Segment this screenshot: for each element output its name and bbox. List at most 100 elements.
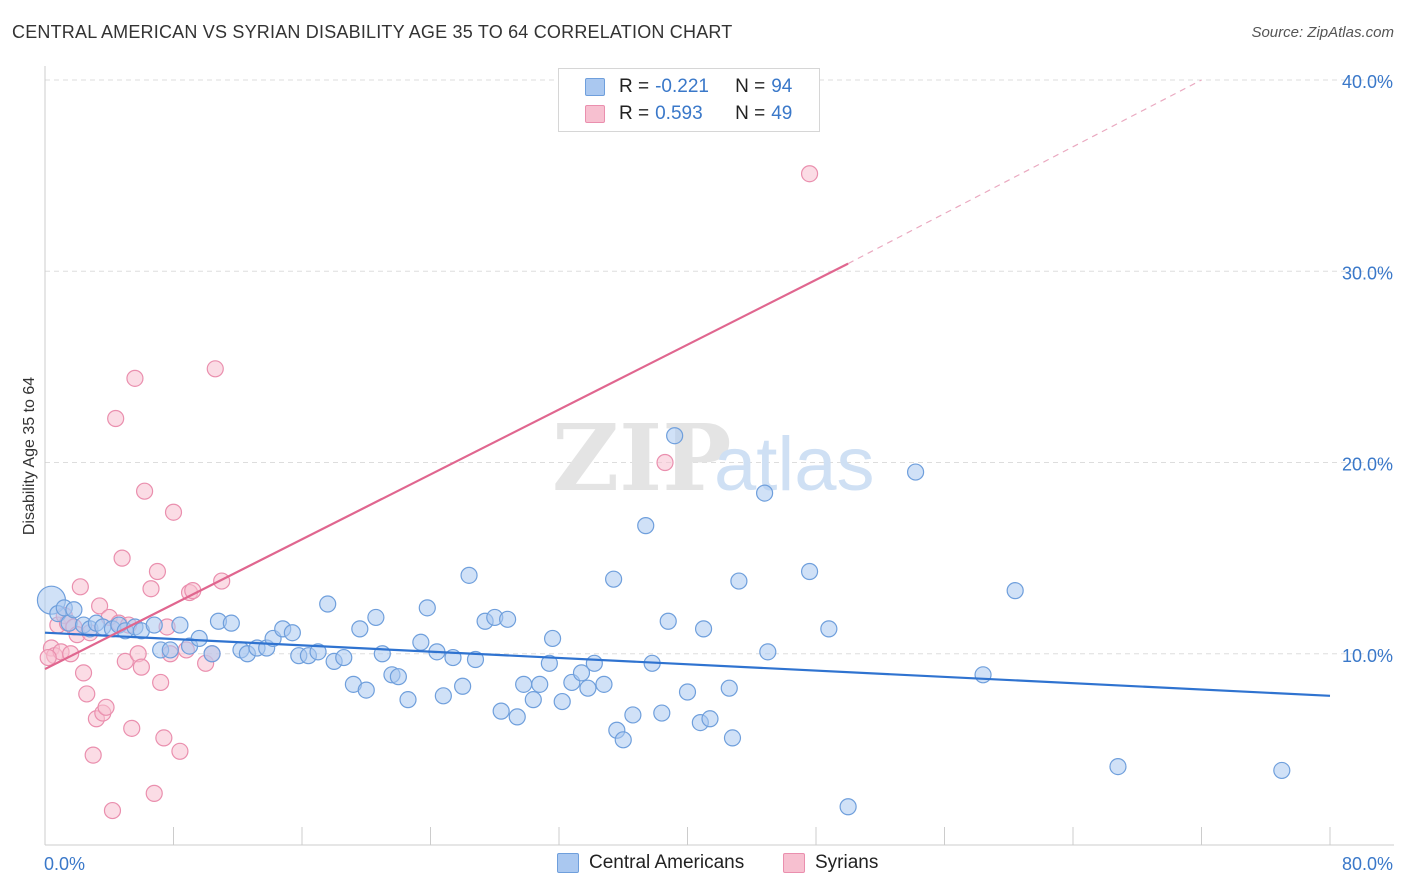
central-american-point — [723, 729, 742, 747]
central-american-point — [412, 633, 430, 651]
central-american-point — [389, 668, 407, 686]
legend-r-label: R = — [619, 103, 650, 124]
syrian-point — [91, 597, 109, 615]
central-american-point — [759, 643, 777, 661]
central-american-point — [367, 608, 385, 627]
central-american-point — [543, 629, 562, 648]
legend-r-label: R = — [619, 76, 650, 97]
syrian-point — [126, 369, 144, 387]
central-american-point — [508, 708, 526, 726]
syrian-point — [656, 453, 674, 472]
syrian-point — [148, 562, 167, 581]
y-axis-title: Disability Age 35 to 64 — [21, 377, 38, 535]
central-american-point — [694, 620, 713, 638]
syrian-point — [103, 801, 122, 820]
central-american-point — [701, 710, 719, 728]
series-swatch-pink — [783, 853, 805, 873]
series-legend: Central Americans Syrians — [0, 852, 1406, 878]
syrian-point — [135, 482, 154, 500]
central-american-point — [515, 675, 533, 693]
syrian-point — [116, 652, 134, 671]
series-swatch-blue — [557, 853, 579, 873]
central-american-point — [653, 704, 671, 722]
legend-swatch-blue — [585, 78, 605, 96]
x-tick-label: 80.0% — [1342, 854, 1393, 874]
syrian-point — [155, 729, 173, 747]
central-american-point — [460, 566, 478, 584]
central-american-point — [357, 681, 375, 699]
central-american-point — [666, 427, 684, 445]
syrians-trendline — [44, 262, 849, 671]
x-tick-labels: 0.0% 80.0% — [44, 854, 1393, 874]
legend-row-syrians: R = 0.593 N = 49 — [585, 100, 792, 128]
legend-n-value: 49 — [771, 103, 793, 124]
central-american-point — [800, 562, 819, 581]
syrians-trendline-extension — [847, 79, 1202, 265]
legend-row-central-americans: R = -0.221 N = 94 — [585, 73, 792, 101]
central-american-point — [222, 614, 240, 632]
series-legend-central-americans[interactable]: Central Americans — [557, 852, 744, 874]
central-american-point — [624, 706, 642, 724]
legend-n-label: N = — [735, 76, 766, 97]
central-american-point — [524, 691, 542, 709]
central-american-point — [585, 654, 603, 672]
central-american-point — [145, 616, 163, 634]
syrian-point — [39, 648, 57, 667]
syrian-point — [71, 578, 89, 596]
central-american-point — [906, 463, 925, 481]
series-legend-label: Syrians — [815, 852, 879, 873]
central-american-point — [466, 650, 485, 669]
central-american-point — [1273, 761, 1291, 780]
source-label: Source: ZipAtlas.com — [1251, 24, 1394, 41]
central-american-point — [351, 620, 369, 638]
central-americans-trendline — [44, 631, 1331, 697]
central-american-point — [1109, 757, 1127, 776]
syrian-point — [164, 503, 183, 521]
central-american-point — [531, 675, 549, 693]
series-legend-label: Central Americans — [589, 852, 745, 873]
syrian-point — [206, 360, 224, 378]
central-american-point — [399, 691, 417, 709]
chart-title: CENTRAL AMERICAN VS SYRIAN DISABILITY AG… — [12, 22, 733, 42]
central-american-point — [203, 645, 221, 663]
y-tick-label: 20.0% — [1342, 455, 1393, 475]
syrian-point — [132, 658, 150, 676]
central-american-point — [171, 616, 189, 634]
central-american-point — [595, 675, 613, 693]
syrian-point — [142, 580, 160, 598]
central-american-point — [553, 692, 571, 711]
central-american-point — [579, 679, 597, 697]
syrian-point — [123, 719, 141, 737]
central-american-point — [283, 624, 301, 642]
legend-r-value: -0.221 — [655, 76, 709, 97]
central-american-point — [434, 687, 452, 705]
central-american-point — [319, 595, 337, 613]
central-american-point — [678, 683, 697, 701]
central-american-point — [492, 702, 510, 720]
central-american-point — [65, 601, 83, 619]
central-american-point — [755, 484, 774, 502]
series-legend-syrians[interactable]: Syrians — [783, 852, 878, 874]
central-american-point — [190, 629, 208, 648]
central-american-point — [614, 731, 632, 749]
x-tick-label: 0.0% — [44, 854, 85, 874]
trendlines — [44, 79, 1331, 697]
central-american-point — [637, 517, 655, 535]
y-tick-labels: 10.0% 20.0% 30.0% 40.0% — [1342, 72, 1393, 666]
central-american-point — [572, 664, 591, 682]
central-american-point — [659, 612, 677, 630]
y-tick-label: 10.0% — [1342, 646, 1393, 666]
watermark: ZIP atlas — [552, 404, 875, 512]
central-american-point — [454, 677, 472, 695]
central-american-point — [720, 679, 738, 697]
central-american-point — [839, 798, 857, 816]
syrian-point — [145, 784, 163, 802]
central-american-point — [1006, 582, 1024, 600]
central-american-point — [540, 654, 558, 672]
correlation-legend: R = -0.221 N = 94 R = 0.593 N = 49 — [558, 68, 820, 132]
legend-n-label: N = — [735, 103, 766, 124]
y-tick-label: 40.0% — [1342, 72, 1393, 92]
central-american-point — [309, 643, 327, 661]
syrian-point — [78, 685, 96, 703]
